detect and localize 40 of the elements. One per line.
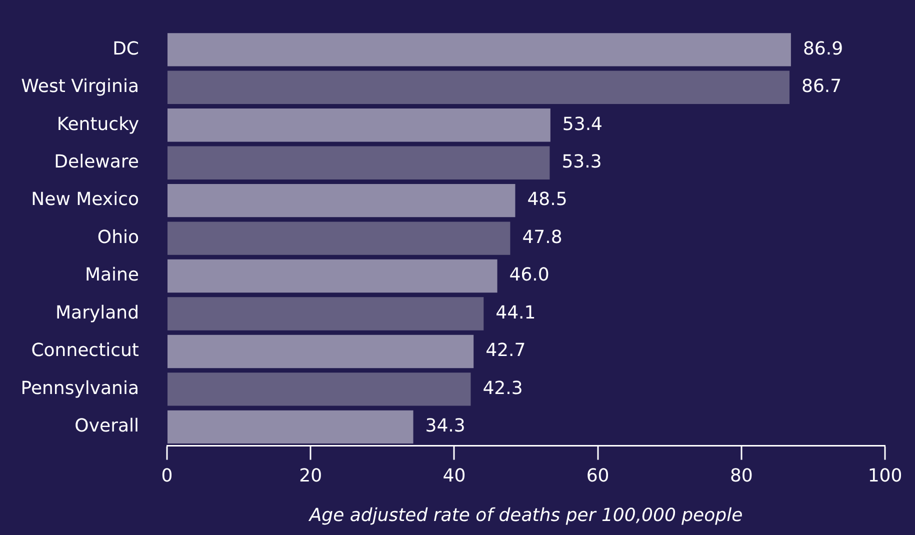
data-label: 53.3 (562, 152, 602, 173)
bar (168, 33, 791, 66)
y-tick-label: Kentucky (56, 114, 140, 135)
y-tick-label: Deleware (54, 152, 139, 173)
data-label: 86.9 (802, 38, 844, 60)
x-tick-label: 80 (730, 465, 753, 486)
bar (168, 70, 790, 104)
data-label: 48.5 (527, 189, 568, 210)
x-tick-label: 60 (586, 465, 610, 486)
x-tick-label: 0 (161, 465, 173, 486)
y-tick-label: Maine (84, 264, 139, 286)
x-tick-label: 100 (868, 465, 902, 486)
x-tick-label: 40 (442, 465, 466, 486)
bar (168, 372, 471, 406)
bar (168, 297, 484, 330)
x-axis-title: Age adjusted rate of deaths per 100,000 people (308, 504, 743, 526)
x-tick-label: 20 (299, 465, 322, 486)
data-label: 47.8 (522, 226, 562, 248)
bar (168, 334, 474, 368)
data-label: 44.1 (496, 302, 536, 324)
data-label: 86.7 (802, 76, 842, 98)
data-label: 46.0 (509, 264, 550, 286)
y-tick-label: New Mexico (31, 189, 139, 210)
bar (168, 410, 414, 444)
data-label: 42.7 (486, 340, 526, 362)
data-label: 34.3 (425, 416, 466, 437)
y-tick-label: Ohio (97, 226, 139, 248)
data-label: 53.4 (562, 114, 602, 135)
y-tick-label: Connecticut (31, 340, 139, 362)
data-label: 42.3 (482, 378, 523, 399)
y-tick-label: Overall (74, 416, 139, 437)
bar (168, 259, 498, 293)
bar (168, 108, 550, 142)
bar (168, 146, 550, 180)
bar (168, 184, 516, 218)
bar (168, 222, 510, 255)
y-tick-label: Pennsylvania (20, 378, 139, 399)
y-tick-label: Maryland (56, 302, 139, 324)
y-tick-label: West Virginia (21, 76, 139, 98)
y-tick-label: DC (112, 38, 139, 60)
